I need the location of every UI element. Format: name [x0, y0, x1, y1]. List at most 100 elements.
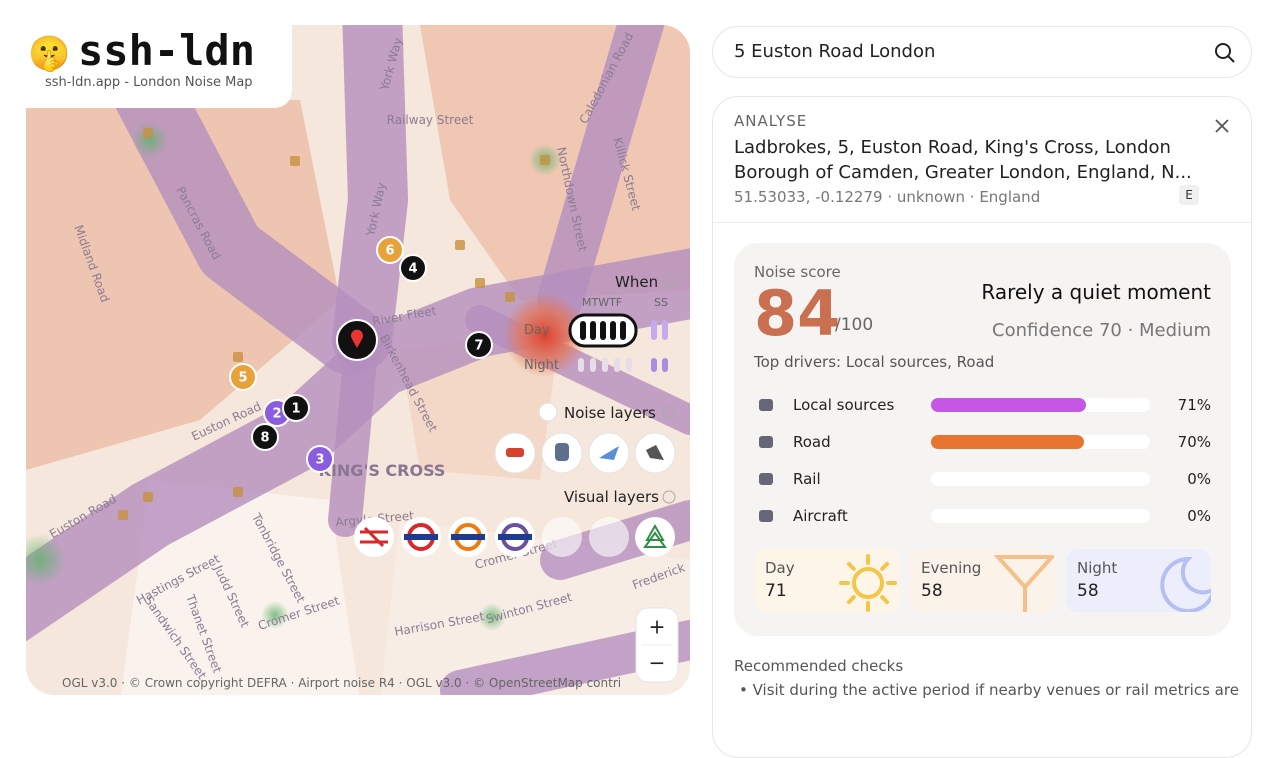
- period-icon: [839, 554, 897, 612]
- rail-layer[interactable]: [541, 432, 583, 474]
- driver-icon: [759, 436, 773, 448]
- marker-count[interactable]: 3: [315, 453, 324, 468]
- glass: [993, 555, 1055, 612]
- night-label: Night: [524, 358, 559, 373]
- period-value: 58: [921, 581, 943, 601]
- analysis-panel: ANALYSE Ladbrokes, 5, Euston Road, King'…: [712, 96, 1252, 758]
- close-button[interactable]: [1215, 119, 1229, 133]
- checks-title: Recommended checks: [734, 657, 904, 675]
- search-icon[interactable]: [1214, 42, 1236, 64]
- period-icon: [1160, 556, 1211, 612]
- marker-dot[interactable]: [306, 445, 334, 473]
- period-value: 58: [1077, 581, 1099, 601]
- logo-backdrop: [26, 25, 292, 108]
- driver-name: Rail: [793, 470, 821, 488]
- driver-name: Aircraft: [793, 507, 848, 525]
- marker-count[interactable]: 7: [474, 339, 483, 354]
- divider: [713, 222, 1251, 223]
- marker-dot[interactable]: [282, 394, 310, 422]
- verdict: Rarely a quiet moment: [981, 280, 1211, 304]
- day-weekend-toggle[interactable]: [651, 320, 668, 340]
- address-line: Borough of Camden, Greater London, Engla…: [734, 162, 1192, 183]
- analysis-heading: ANALYSE: [734, 112, 808, 130]
- zoom-out[interactable]: −: [649, 651, 666, 675]
- period-value: 71: [765, 581, 787, 601]
- marker-count[interactable]: 1: [291, 402, 300, 417]
- info-icon: [662, 275, 676, 289]
- marker-count[interactable]: 6: [385, 244, 394, 259]
- cluster-marker[interactable]: 1: [282, 394, 310, 422]
- marker-dot[interactable]: [399, 254, 427, 282]
- underground-layer[interactable]: [401, 517, 441, 557]
- marker-dot[interactable]: [251, 423, 279, 451]
- zoom-in[interactable]: +: [649, 615, 666, 639]
- weekdays-label: MTWTF: [582, 296, 622, 309]
- sun-ray: [846, 595, 856, 605]
- cluster-marker[interactable]: 3: [306, 445, 334, 473]
- period-tile: Night 58: [1066, 549, 1211, 612]
- night-weekday-toggle[interactable]: [578, 358, 632, 372]
- local-layer[interactable]: [634, 432, 676, 474]
- driver-icon: [759, 399, 773, 411]
- map-controls: When MTWTF SS Day Night Noise layers Vis…: [62, 273, 679, 690]
- attribution: OGL v3.0 · © Crown copyright DEFRA · Air…: [62, 676, 621, 690]
- road-layer[interactable]: [494, 432, 536, 474]
- period-tile: Evening 58: [910, 549, 1055, 612]
- elizabeth-line-layer[interactable]: [495, 517, 535, 557]
- marker-dot[interactable]: [229, 363, 257, 391]
- search-box[interactable]: 5 Euston Road London: [712, 26, 1252, 78]
- page: Midland Road Pancras Road York Way York Way…: [26, 25, 1252, 758]
- visual-layers-title: Visual layers: [564, 488, 659, 506]
- moon: [1160, 556, 1211, 612]
- mute-icon: [538, 402, 558, 422]
- aircraft-layer[interactable]: [588, 432, 630, 474]
- pin-icon[interactable]: [351, 329, 363, 348]
- driver-icon: [759, 473, 773, 485]
- period-name: Evening: [921, 559, 982, 577]
- weekend-label: SS: [654, 296, 668, 309]
- parks-layer[interactable]: [635, 517, 675, 557]
- driver-percent: 0%: [1187, 470, 1211, 488]
- noise-layers-title: Noise layers: [564, 404, 656, 422]
- logo-icon: 🤫: [28, 34, 71, 74]
- driver-percent: 0%: [1187, 507, 1211, 525]
- search-query[interactable]: 5 Euston Road London: [734, 41, 936, 62]
- marker-count[interactable]: 8: [260, 431, 269, 446]
- logo-name: ssh-ldn: [78, 26, 256, 75]
- day-label: Day: [524, 323, 550, 338]
- address-line: Ladbrokes, 5, Euston Road, King's Cross,…: [734, 137, 1171, 158]
- location-meta: 51.53033, -0.12279 · unknown · England: [734, 188, 1041, 206]
- driver-bar: [931, 398, 1087, 412]
- day-weekday-toggle[interactable]: [568, 313, 638, 348]
- location-pin[interactable]: [336, 319, 378, 361]
- visual-layer-buttons: [354, 517, 675, 557]
- period-icon: [993, 555, 1055, 612]
- cluster-marker[interactable]: 4: [399, 254, 427, 282]
- cluster-marker[interactable]: 6: [376, 236, 404, 264]
- driver-icon: [759, 510, 773, 522]
- score-value: 84: [754, 277, 841, 350]
- sun-ray: [880, 561, 890, 571]
- marker-count[interactable]: 2: [272, 407, 281, 422]
- night-weekend-toggle[interactable]: [651, 358, 668, 372]
- sun-ray: [880, 595, 890, 605]
- venues-layer[interactable]: [589, 517, 629, 557]
- marker-dot[interactable]: [465, 331, 493, 359]
- score-label: Noise score: [754, 263, 841, 281]
- score-card: Noise score 84 /100 Rarely a quiet momen…: [734, 243, 1231, 636]
- national-rail-layer[interactable]: [354, 517, 394, 557]
- pubs-layer[interactable]: [542, 517, 582, 557]
- driver-name: Local sources: [793, 396, 895, 414]
- street-label: KING'S CROSS: [319, 461, 446, 480]
- info-icon: [662, 405, 676, 419]
- cluster-marker[interactable]: 5: [229, 363, 257, 391]
- marker-dot[interactable]: [376, 236, 404, 264]
- marker-count[interactable]: 5: [238, 371, 247, 386]
- marker-count[interactable]: 4: [408, 262, 417, 277]
- cluster-marker[interactable]: 8: [251, 423, 279, 451]
- cluster-marker[interactable]: 7: [465, 331, 493, 359]
- overground-layer[interactable]: [448, 517, 488, 557]
- period-name: Night: [1077, 559, 1118, 577]
- zoom-control: + −: [635, 607, 679, 683]
